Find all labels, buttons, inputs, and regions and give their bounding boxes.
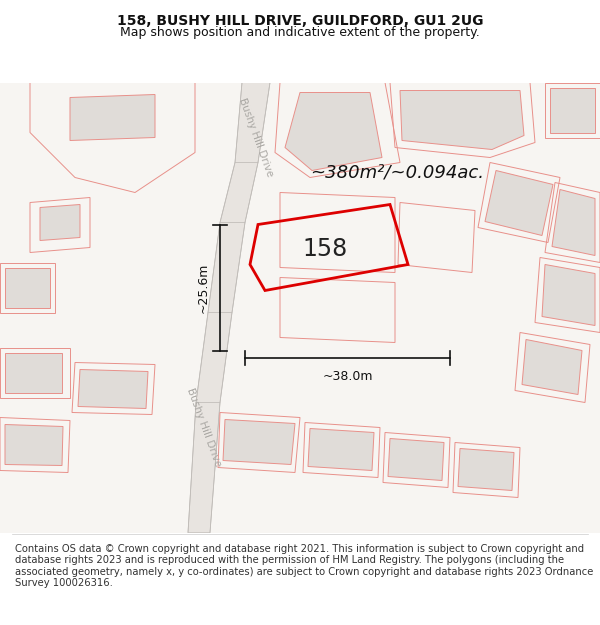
Polygon shape	[70, 94, 155, 141]
Text: 158, BUSHY HILL DRIVE, GUILDFORD, GU1 2UG: 158, BUSHY HILL DRIVE, GUILDFORD, GU1 2U…	[117, 14, 483, 28]
Polygon shape	[458, 449, 514, 491]
Polygon shape	[550, 88, 595, 132]
Text: ~380m²/~0.094ac.: ~380m²/~0.094ac.	[310, 164, 484, 181]
Text: ~38.0m: ~38.0m	[322, 369, 373, 382]
Polygon shape	[223, 419, 295, 464]
Polygon shape	[285, 92, 382, 171]
Polygon shape	[542, 264, 595, 326]
Text: 158: 158	[302, 238, 347, 261]
Polygon shape	[220, 162, 258, 222]
Polygon shape	[388, 439, 444, 481]
Polygon shape	[40, 204, 80, 241]
Polygon shape	[235, 82, 270, 162]
Polygon shape	[5, 424, 63, 466]
Text: Contains OS data © Crown copyright and database right 2021. This information is : Contains OS data © Crown copyright and d…	[15, 544, 593, 588]
Text: ~25.6m: ~25.6m	[197, 262, 210, 312]
Text: Map shows position and indicative extent of the property.: Map shows position and indicative extent…	[120, 26, 480, 39]
Polygon shape	[308, 429, 374, 471]
Polygon shape	[208, 222, 245, 312]
Polygon shape	[5, 352, 62, 392]
Text: Bushy Hill Drive: Bushy Hill Drive	[185, 387, 223, 468]
Text: Bushy Hill Drive: Bushy Hill Drive	[237, 97, 275, 178]
Polygon shape	[400, 91, 524, 149]
Polygon shape	[5, 268, 50, 308]
Polygon shape	[196, 312, 232, 402]
Polygon shape	[78, 369, 148, 409]
Polygon shape	[522, 339, 582, 394]
Polygon shape	[485, 171, 553, 236]
Polygon shape	[552, 189, 595, 256]
Polygon shape	[188, 402, 220, 532]
